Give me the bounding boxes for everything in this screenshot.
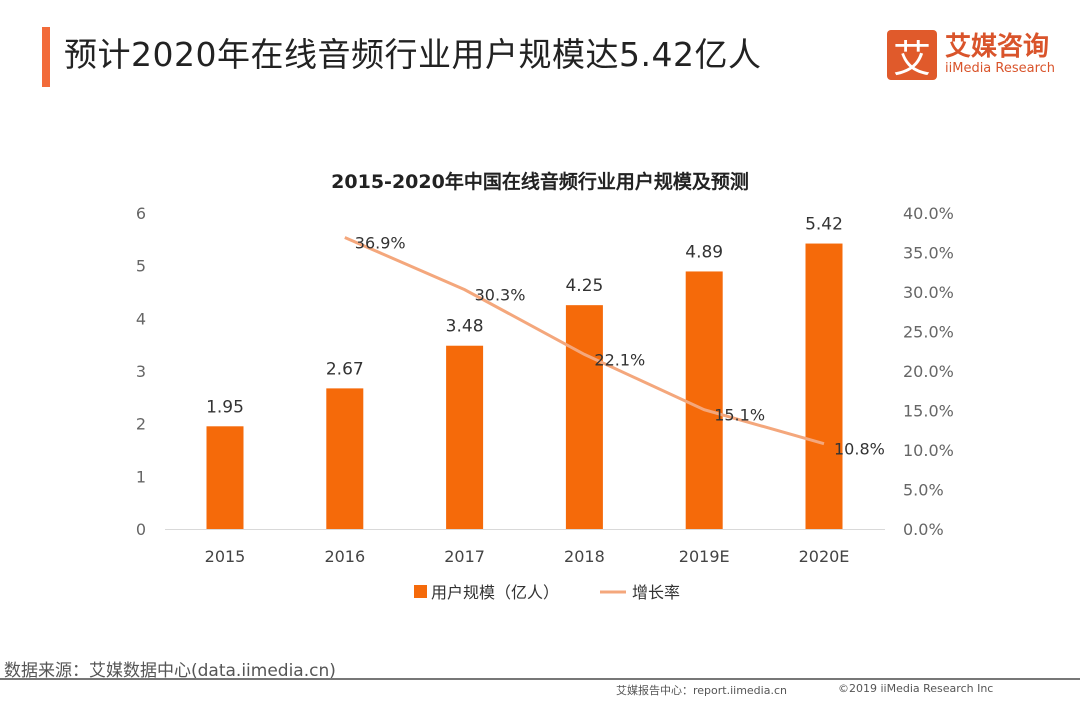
- page-title: 预计2020年在线音频行业用户规模达5.42亿人: [64, 35, 762, 74]
- x-tick: 2020E: [799, 547, 850, 566]
- bar: [326, 388, 364, 529]
- y-right-tick: 20.0%: [903, 362, 954, 381]
- y-left-tick: 2: [136, 415, 146, 434]
- copyright: ©2019 iiMedia Research Inc: [838, 682, 994, 695]
- x-tick: 2017: [444, 547, 485, 566]
- line-label: 22.1%: [594, 350, 645, 369]
- logo-mark: 艾: [887, 30, 937, 81]
- bar-label: 4.25: [565, 276, 603, 296]
- logo-cn: 艾媒咨询: [945, 32, 1050, 62]
- report-link[interactable]: 艾媒报告中心：report.iimedia.cn: [616, 684, 787, 697]
- legend-bar-swatch: [414, 585, 427, 598]
- data-source: 数据来源：艾媒数据中心(data.iimedia.cn): [4, 661, 336, 681]
- bar-label: 4.89: [685, 242, 723, 262]
- footer-divider: [0, 678, 1080, 680]
- y-right-tick: 10.0%: [903, 441, 954, 460]
- y-left-tick: 6: [136, 204, 146, 223]
- bar: [685, 271, 723, 529]
- x-tick: 2018: [564, 547, 605, 566]
- legend-line-label: 增长率: [632, 583, 680, 602]
- bar: [446, 345, 484, 529]
- bar: [805, 243, 843, 529]
- line-label: 10.8%: [834, 440, 885, 459]
- legend-bar-label: 用户规模（亿人）: [431, 583, 559, 602]
- y-right-tick: 30.0%: [903, 283, 954, 302]
- y-left-tick: 5: [136, 257, 146, 276]
- y-left-tick: 3: [136, 362, 146, 381]
- bar: [565, 305, 603, 529]
- y-right-tick: 5.0%: [903, 481, 944, 500]
- x-tick: 2016: [324, 547, 365, 566]
- bar-label: 1.95: [206, 397, 244, 417]
- y-right-tick: 0.0%: [903, 520, 944, 539]
- y-right-tick: 15.0%: [903, 402, 954, 421]
- line-label: 15.1%: [714, 406, 765, 425]
- chart: 2015-2020年中国在线音频行业用户规模及预测 0 1 2 3 4 5 6 0.0% 5.0%…: [136, 170, 954, 602]
- bar: [206, 426, 244, 529]
- title-accent-bar: [42, 27, 50, 87]
- growth-line: [344, 236, 825, 446]
- y-right-tick: 25.0%: [903, 323, 954, 342]
- logo: 艾 艾媒咨询 iiMedia Research: [887, 30, 1056, 81]
- bar-label: 3.48: [446, 317, 484, 337]
- y-left-tick: 1: [136, 467, 146, 486]
- logo-en: iiMedia Research: [945, 61, 1056, 76]
- line-label: 30.3%: [475, 286, 526, 305]
- y-left-tick: 0: [136, 520, 146, 539]
- y-right-tick: 35.0%: [903, 244, 954, 263]
- y-left-tick: 4: [136, 309, 146, 328]
- x-tick: 2019E: [679, 547, 730, 566]
- y-right-tick: 40.0%: [903, 204, 954, 223]
- bar-label: 2.67: [326, 359, 364, 379]
- line-label: 36.9%: [355, 233, 406, 252]
- x-tick: 2015: [205, 547, 246, 566]
- chart-title: 2015-2020年中国在线音频行业用户规模及预测: [331, 170, 749, 193]
- bar-label: 5.42: [805, 215, 843, 235]
